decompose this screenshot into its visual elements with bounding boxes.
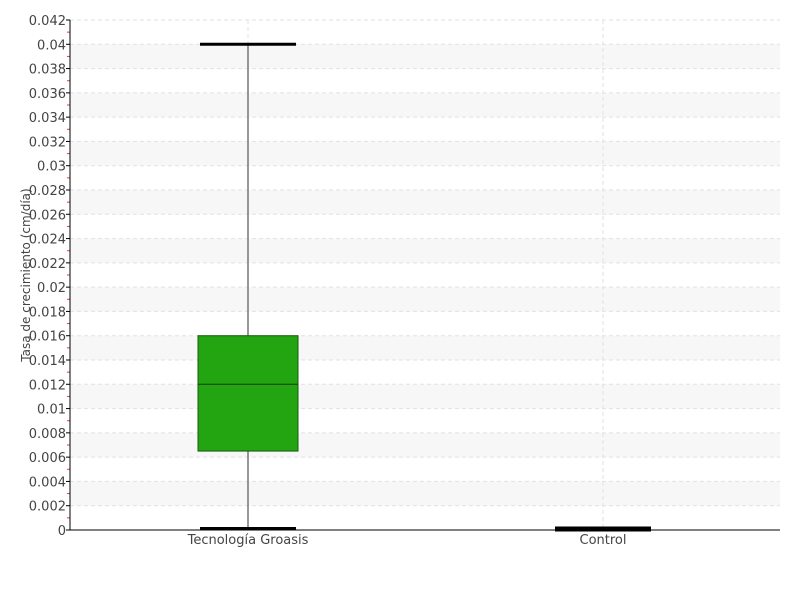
background-band <box>70 335 780 360</box>
x-tick-label: Control <box>580 533 627 548</box>
y-tick-label: 0 <box>58 524 66 539</box>
y-tick-labels: 0 0.002 0.004 0.006 0.008 0.01 0.012 0.014 0.016… <box>29 14 66 539</box>
y-tick-label: 0.01 <box>37 403 66 418</box>
y-tick-label: 0.038 <box>29 63 66 78</box>
y-axis-label: Tasa de crecimiento (cm/día) <box>19 188 33 362</box>
y-tick-label: 0.018 <box>29 305 66 320</box>
background-band <box>70 432 780 458</box>
y-tick-label: 0.028 <box>29 184 66 199</box>
background-bands <box>70 44 780 506</box>
background-band <box>70 287 780 312</box>
gridlines <box>70 19 780 530</box>
y-tick-label: 0.034 <box>29 111 66 126</box>
y-tick-label: 0.03 <box>37 160 66 175</box>
background-band <box>70 141 780 166</box>
y-tick-label: 0.036 <box>29 87 66 102</box>
y-tick-label: 0.042 <box>29 14 66 29</box>
y-tick-label: 0.04 <box>37 38 66 53</box>
background-band <box>70 384 780 409</box>
y-tick-label: 0.012 <box>29 378 66 393</box>
box <box>197 335 299 452</box>
background-band <box>70 190 780 215</box>
y-tick-label: 0.014 <box>29 354 66 369</box>
y-tick-label: 0.002 <box>29 500 66 515</box>
x-tick-label: Tecnología Groasis <box>187 533 309 548</box>
x-tick-labels: Tecnología Groasis Control <box>187 533 627 548</box>
y-tick-label: 0.02 <box>37 281 66 296</box>
axes <box>66 19 780 531</box>
background-band <box>70 238 780 263</box>
background-band <box>70 44 780 69</box>
background-band <box>70 92 780 118</box>
y-tick-label: 0.032 <box>29 135 66 150</box>
y-tick-label: 0.006 <box>29 451 66 466</box>
background-band <box>70 481 780 506</box>
y-tick-label: 0.026 <box>29 208 66 223</box>
y-tick-label: 0.004 <box>29 475 66 490</box>
y-tick-label: 0.008 <box>29 427 66 442</box>
y-tick-label: 0.022 <box>29 257 66 272</box>
y-tick-label: 0.024 <box>29 233 66 248</box>
y-tick-label: 0.016 <box>29 330 66 345</box>
